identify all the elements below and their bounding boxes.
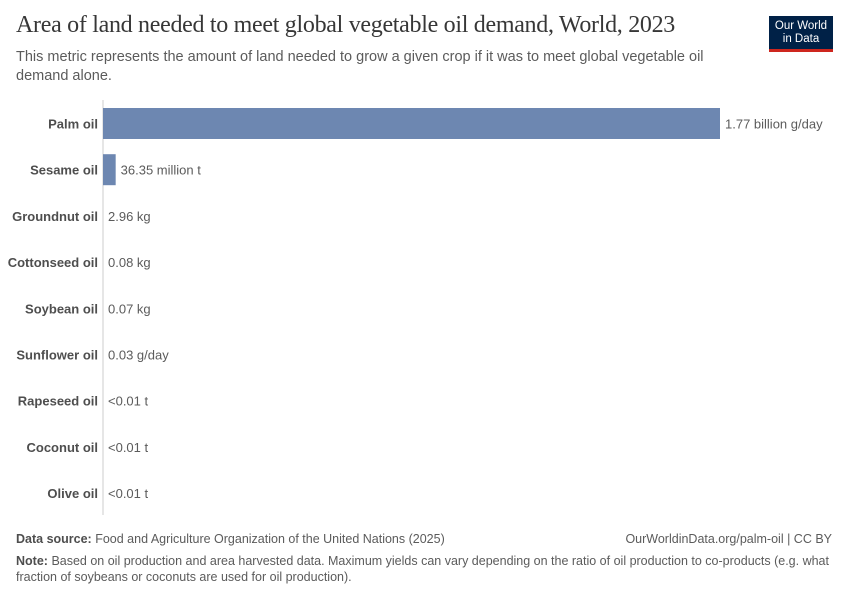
bar-chart: Palm oil 1.77 billion g/day Sesame oil 36.3…: [8, 100, 823, 515]
footnote: Note: Based on oil production and area h…: [16, 554, 829, 584]
category-label: Rapeseed oil: [18, 394, 98, 409]
data-label: <0.01 t: [108, 440, 149, 455]
chart-title: Area of land needed to meet global veget…: [16, 12, 676, 38]
category-label: Groundnut oil: [12, 209, 98, 224]
data-label: 36.35 million t: [121, 163, 202, 178]
data-label: 0.07 kg: [108, 301, 151, 316]
data-label: 2.96 kg: [108, 209, 151, 224]
category-label: Sesame oil: [30, 163, 98, 178]
data-label: <0.01 t: [108, 394, 149, 409]
category-label: Palm oil: [48, 117, 98, 132]
category-label: Olive oil: [47, 486, 98, 501]
category-label: Soybean oil: [25, 301, 98, 316]
bar[interactable]: [103, 154, 116, 186]
data-label: <0.01 t: [108, 486, 149, 501]
data-source: Data source: Food and Agriculture Organi…: [16, 532, 445, 546]
category-label: Cottonseed oil: [8, 255, 98, 270]
category-label: Sunflower oil: [16, 348, 98, 363]
data-label: 0.03 g/day: [108, 348, 169, 363]
data-label: 1.77 billion g/day: [725, 117, 823, 132]
category-label: Coconut oil: [27, 440, 99, 455]
owid-logo[interactable]: Our World in Data: [769, 16, 833, 52]
source-link[interactable]: OurWorldinData.org/palm-oil | CC BY: [625, 532, 832, 546]
data-label: 0.08 kg: [108, 255, 151, 270]
chart-subtitle: This metric represents the amount of lan…: [16, 49, 704, 84]
bar[interactable]: [103, 108, 720, 139]
